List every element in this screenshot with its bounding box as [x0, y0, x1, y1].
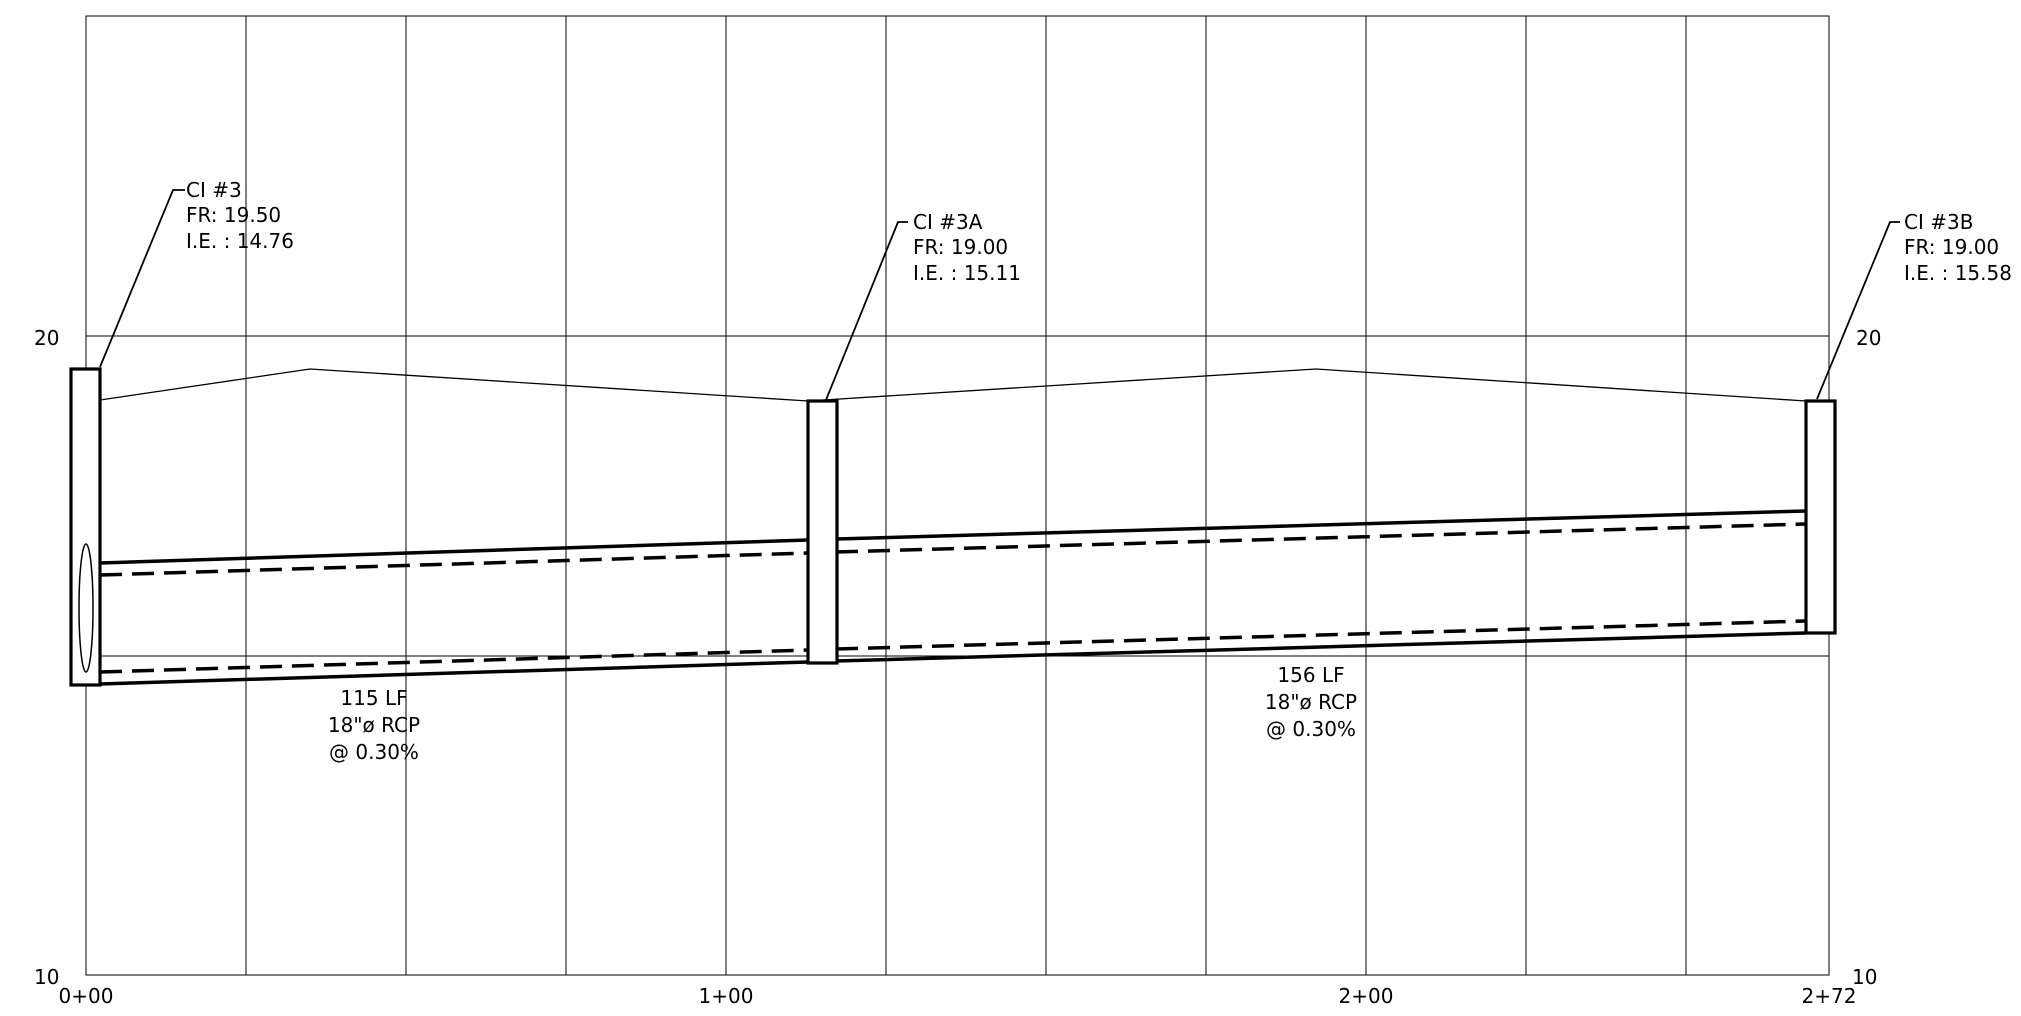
structure-name: CI #3B [1904, 210, 1973, 234]
structure-invert-elev: I.E. : 15.58 [1904, 261, 2012, 285]
pipe-label-1: 115 LF 18"ø RCP @ 0.30% [328, 686, 420, 764]
catch-inlet-box [69, 367, 102, 687]
pipe-slope: @ 0.30% [329, 740, 419, 764]
grid-frame [85, 15, 1830, 976]
structure-ci-3b [1804, 399, 1837, 635]
structure-name: CI #3 [186, 178, 242, 202]
leader-line [1816, 221, 1900, 400]
pipe-label-2: 156 LF 18"ø RCP @ 0.30% [1265, 663, 1357, 741]
pipe-run [99, 509, 1807, 686]
catch-inlet-box [1804, 399, 1837, 635]
leader-line [99, 189, 185, 368]
pipe-invert-line [99, 660, 809, 686]
pipe-crown-line [835, 509, 1807, 541]
elev-label-left-top: 20 [34, 326, 59, 350]
structure-label-ci-3a: CI #3A FR: 19.00 I.E. : 15.11 [913, 210, 1021, 285]
structure-invert-elev: I.E. : 14.76 [186, 229, 294, 253]
pipe-inner-invert-line [835, 619, 1807, 651]
pipe-slope: @ 0.30% [1266, 717, 1356, 741]
pipe-opening-ellipse [78, 543, 94, 673]
grid [85, 15, 1830, 976]
structure-ci-3 [69, 367, 102, 687]
pipe-size: 18"ø RCP [1265, 690, 1357, 714]
pipe-invert-line [835, 631, 1807, 663]
pipe-length: 156 LF [1277, 663, 1344, 687]
pipe-crown-line [99, 538, 809, 565]
elev-label-right-top: 20 [1856, 326, 1881, 350]
elev-label-right-bottom: 10 [1852, 965, 1877, 989]
pipe-inner-crown-line [835, 522, 1807, 554]
station-label: 0+00 [59, 984, 114, 1008]
leader-line [825, 221, 908, 401]
structure-frame-elev: FR: 19.50 [186, 203, 281, 227]
elev-label-left-bottom: 10 [34, 965, 59, 989]
pipe-size: 18"ø RCP [328, 713, 420, 737]
ground-profile-line [99, 368, 1807, 402]
structure-label-ci-3: CI #3 FR: 19.50 I.E. : 14.76 [186, 178, 294, 253]
station-label: 1+00 [699, 984, 754, 1008]
structure-name: CI #3A [913, 210, 983, 234]
structure-ci-3a [806, 399, 839, 665]
structure-label-ci-3b: CI #3B FR: 19.00 I.E. : 15.58 [1904, 210, 2012, 285]
pipe-inner-invert-line [99, 648, 809, 674]
pipe-length: 115 LF [340, 686, 407, 710]
axis-labels: 20 20 10 10 0+00 1+00 2+00 2+72 [34, 326, 1881, 1008]
station-label: 2+72 [1802, 984, 1857, 1008]
structure-frame-elev: FR: 19.00 [1904, 235, 1999, 259]
structure-invert-elev: I.E. : 15.11 [913, 261, 1021, 285]
station-label: 2+00 [1339, 984, 1394, 1008]
pipe-inner-crown-line [99, 551, 809, 577]
catch-inlet-box [806, 399, 839, 665]
structure-frame-elev: FR: 19.00 [913, 235, 1008, 259]
